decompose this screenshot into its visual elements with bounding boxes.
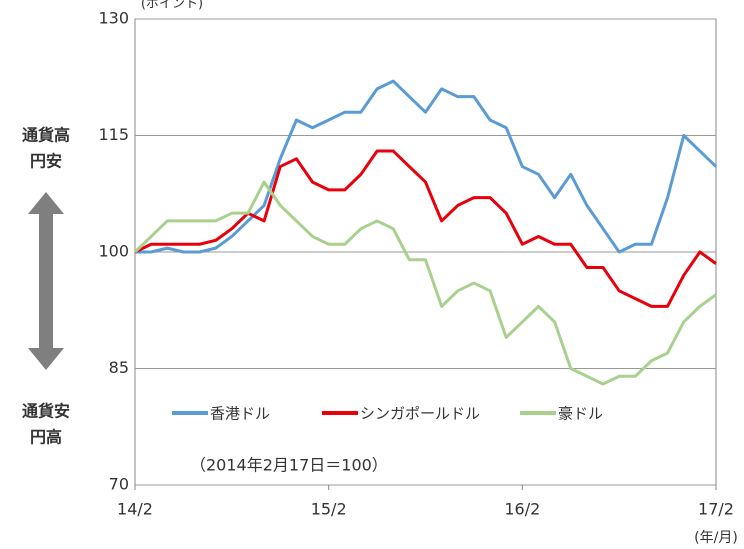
side-label: 円高 bbox=[30, 428, 62, 447]
x-tick-label: 16/2 bbox=[504, 500, 540, 519]
legend-label: 豪ドル bbox=[558, 405, 603, 423]
series-line bbox=[134, 149, 717, 308]
y-tick-label: 70 bbox=[109, 475, 129, 494]
y-tick-label: 130 bbox=[98, 9, 129, 28]
y-tick-label: 85 bbox=[109, 358, 129, 377]
side-label: 円安 bbox=[30, 152, 62, 171]
series-line bbox=[133, 180, 717, 386]
y-tick-label: 100 bbox=[98, 242, 129, 261]
side-label: 通貨高 bbox=[22, 126, 70, 145]
x-tick-label: 15/2 bbox=[311, 500, 347, 519]
legend-label: 香港ドル bbox=[210, 405, 270, 423]
series-line bbox=[135, 79, 718, 254]
double-arrow bbox=[28, 192, 64, 370]
legend-label: シンガポールドル bbox=[360, 405, 480, 423]
annotation: （2014年2月17日＝100） bbox=[190, 456, 388, 475]
x-unit: (年/月) bbox=[694, 530, 738, 546]
x-tick-label: 17/2 bbox=[698, 500, 734, 519]
x-tick-label: 14/2 bbox=[117, 500, 153, 519]
y-unit: (ポイント) bbox=[141, 0, 203, 12]
y-tick-label: 115 bbox=[98, 125, 129, 144]
side-label: 通貨安 bbox=[22, 402, 70, 421]
